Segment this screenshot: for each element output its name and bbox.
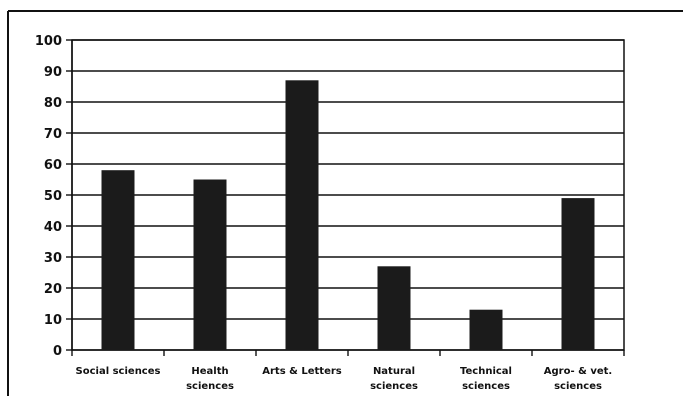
bar (285, 80, 319, 351)
x-category-label: Health (191, 366, 228, 377)
y-tick-label: 90 (44, 65, 62, 80)
bar (101, 170, 135, 350)
x-category-label: sciences (186, 381, 234, 392)
x-category-label: Agro- & vet. (544, 366, 612, 377)
y-tick-label: 40 (44, 220, 62, 235)
y-tick-label: 50 (44, 189, 62, 204)
y-tick-label: 10 (44, 313, 62, 328)
y-tick-label: 70 (44, 127, 62, 142)
x-category-label: sciences (462, 381, 510, 392)
x-category-label: sciences (370, 381, 418, 392)
y-tick-label: 60 (44, 158, 62, 173)
bar (193, 179, 227, 350)
bar (377, 266, 411, 350)
y-tick-label: 80 (44, 96, 62, 111)
y-tick-label: 30 (44, 251, 62, 266)
x-category-label: Social sciences (76, 366, 161, 377)
x-category-label: sciences (554, 381, 602, 392)
y-tick-label: 0 (53, 344, 62, 359)
y-tick-label: 20 (44, 282, 62, 297)
bar (469, 309, 503, 350)
x-category-label: Arts & Letters (262, 366, 342, 377)
bar (561, 198, 595, 350)
x-category-label: Natural (373, 366, 415, 377)
x-category-label: Technical (460, 366, 512, 377)
y-tick-label: 100 (35, 34, 62, 49)
